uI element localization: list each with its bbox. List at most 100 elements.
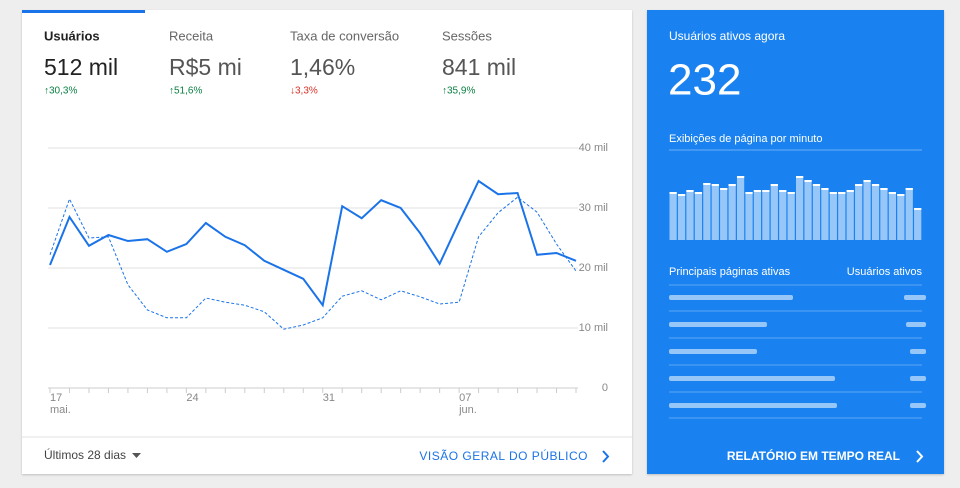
realtime-title: Usuários ativos agora — [669, 29, 785, 43]
pageview-bar — [711, 184, 719, 240]
pageview-bar-cap — [745, 192, 753, 194]
pageview-bar — [855, 184, 863, 240]
tab-change: ↑35,9% — [442, 86, 475, 97]
pageview-bar-cap — [846, 190, 854, 192]
table-header: Usuários ativos — [847, 266, 923, 278]
tab-label: Receita — [169, 28, 214, 43]
pageview-bar — [796, 176, 804, 240]
pageview-bar-cap — [838, 192, 846, 194]
pageviews-label: Exibições de página por minuto — [669, 133, 822, 145]
tab-change: ↑30,3% — [44, 86, 77, 97]
pageview-bar-cap — [863, 180, 871, 182]
pageview-bar-cap — [728, 184, 736, 186]
pageview-bar-cap — [720, 188, 728, 190]
tab-label: Taxa de conversão — [290, 28, 399, 43]
blurred-text — [910, 376, 926, 381]
y-tick-label: 30 mil — [579, 202, 608, 214]
pageview-bar-cap — [905, 188, 913, 190]
pageview-bar — [753, 190, 762, 240]
realtime-link[interactable]: RELATÓRIO EM TEMPO REAL — [727, 448, 900, 463]
series-line — [49, 179, 577, 308]
pageview-bar — [787, 192, 795, 240]
tab-label: Sessões — [442, 28, 492, 43]
pageview-bar-cap — [711, 184, 719, 186]
y-tick-label: 40 mil — [579, 142, 608, 154]
series-line — [49, 196, 577, 330]
tab-value: R$5 mi — [169, 54, 242, 80]
x-tick-label: 24 — [186, 392, 198, 404]
tab-value: 1,46% — [290, 54, 355, 80]
x-tick-label: 17 — [50, 392, 62, 404]
pageview-bar — [736, 176, 745, 240]
tab-value: 512 mil — [44, 54, 118, 80]
pageview-bar-cap — [829, 192, 837, 194]
audience-link[interactable]: VISÃO GERAL DO PÚBLICO — [419, 448, 588, 463]
chevron[interactable] — [602, 450, 610, 463]
pageview-bar-cap — [796, 176, 804, 178]
realtime-card — [647, 10, 944, 474]
blurred-text — [910, 403, 926, 408]
pageview-bar-cap — [880, 188, 888, 190]
chevron[interactable] — [916, 450, 924, 463]
pageview-bar — [914, 208, 922, 240]
pageview-bar-cap — [779, 190, 787, 192]
blurred-text — [910, 349, 926, 354]
pageview-bar-cap — [703, 183, 711, 185]
table-header: Principais páginas ativas — [669, 266, 791, 278]
tab-label: Usuários — [44, 28, 100, 43]
pageview-bar — [703, 183, 711, 240]
pageview-bar-cap — [686, 190, 694, 192]
tab-change: ↑51,6% — [169, 86, 202, 97]
pageview-bar — [694, 192, 703, 240]
blurred-text — [669, 403, 837, 408]
pageview-bar-cap — [694, 192, 703, 194]
pageview-bar — [897, 194, 905, 240]
y-tick-label: 10 mil — [579, 322, 608, 334]
active-tab-indicator — [22, 10, 145, 13]
pageview-bar-cap — [897, 194, 905, 196]
pageview-bar-cap — [855, 184, 863, 186]
blurred-text — [669, 349, 757, 354]
x-month-label: jun. — [458, 404, 477, 416]
y-tick-label: 0 — [602, 382, 608, 394]
pageview-bar — [677, 194, 686, 240]
pageview-bar — [728, 184, 736, 240]
pageview-bar — [745, 192, 753, 240]
pageview-bar-cap — [821, 188, 829, 190]
date-range[interactable]: Últimos 28 dias — [44, 447, 126, 462]
x-month-label: mai. — [50, 404, 71, 416]
pageview-bar-cap — [753, 190, 762, 192]
tab-value: 841 mil — [442, 54, 516, 80]
tab-change: ↓3,3% — [290, 86, 318, 97]
blurred-text — [669, 295, 793, 300]
x-tick-label: 07 — [459, 392, 471, 404]
overview-card — [22, 10, 632, 474]
pageview-bar-cap — [871, 184, 880, 186]
dropdown-icon[interactable] — [132, 453, 141, 458]
pageview-bar — [846, 190, 854, 240]
pageview-bar-cap — [888, 192, 896, 194]
pageview-bar-cap — [669, 192, 677, 194]
y-tick-label: 20 mil — [579, 262, 608, 274]
pageview-bar — [804, 180, 812, 240]
pageview-bar-cap — [677, 194, 686, 196]
pageview-bar — [905, 188, 913, 240]
blurred-text — [669, 376, 835, 381]
pageview-bar — [779, 190, 787, 240]
pageview-bar — [669, 192, 677, 240]
pageview-bar — [821, 188, 829, 240]
pageview-bar-cap — [770, 184, 778, 186]
blurred-text — [904, 295, 926, 300]
blurred-text — [669, 322, 767, 327]
pageview-bar — [762, 190, 770, 240]
pageview-bar-cap — [812, 184, 821, 186]
pageview-bar — [812, 184, 821, 240]
active-users: 232 — [668, 56, 741, 105]
pageview-bar-cap — [736, 176, 745, 178]
pageview-bar — [770, 184, 778, 240]
pageview-bar-cap — [762, 190, 770, 192]
pageview-bar — [686, 190, 694, 240]
pageview-bar-cap — [804, 180, 812, 182]
